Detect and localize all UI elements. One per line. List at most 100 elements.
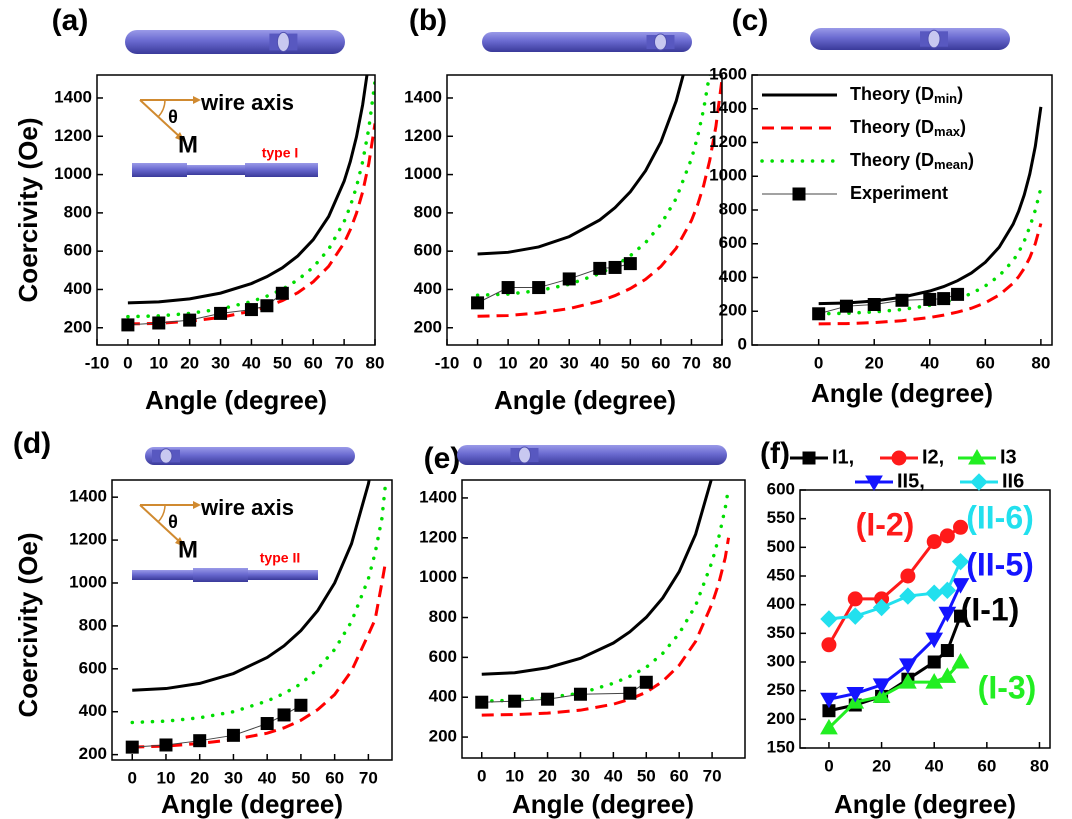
legend-label: I1, <box>832 446 854 468</box>
marker <box>867 298 881 311</box>
angle-arc <box>157 504 166 523</box>
arrow-head <box>175 537 185 547</box>
series-line <box>477 75 685 256</box>
x-tick-label: 80 <box>1031 353 1050 372</box>
y-axis-label: Coercivity (Oe) <box>13 533 43 718</box>
annotation: M <box>178 131 198 158</box>
y-tick-label: 1000 <box>709 166 747 185</box>
wire-body <box>482 32 692 52</box>
x-tick-label: 20 <box>190 768 209 787</box>
marker <box>970 473 988 491</box>
wire-illustration <box>482 32 692 52</box>
marker <box>501 281 515 295</box>
series-line <box>828 615 962 713</box>
marker <box>152 316 166 330</box>
legend-label: Theory (Dmin) <box>850 84 963 107</box>
marker <box>895 293 909 307</box>
x-axis-label: Angle (degree) <box>811 378 993 408</box>
panel-title: (a) <box>52 4 89 37</box>
panel: (a) Coercivity (Oe) Angle (degree) -10 0 10 20… <box>13 4 385 415</box>
y-tick-label: 1200 <box>404 126 442 145</box>
marker <box>573 687 587 701</box>
panel: (c)Angle (degree)0 20 40 60 8002004006008001… <box>709 4 1053 408</box>
x-tick-label: 80 <box>713 353 732 372</box>
series-line <box>132 480 371 692</box>
marker <box>940 644 954 658</box>
marker <box>939 528 955 544</box>
marker <box>244 303 258 317</box>
marker <box>294 698 308 712</box>
series-line <box>132 563 387 749</box>
series-line <box>477 263 631 304</box>
x-tick-label: -10 <box>85 353 110 372</box>
series-line <box>818 223 1043 326</box>
x-tick-label: 70 <box>335 353 354 372</box>
y-tick-label: 200 <box>719 301 747 320</box>
plot-frame <box>799 489 1051 749</box>
series-line <box>127 123 375 326</box>
y-tick-label: 800 <box>64 202 92 221</box>
x-tick-label: 60 <box>977 756 996 775</box>
marker <box>608 260 622 274</box>
marker <box>623 686 637 700</box>
y-tick-label: 600 <box>767 479 795 498</box>
marker <box>475 695 489 709</box>
y-tick-label: 1200 <box>69 530 107 549</box>
plot-frame <box>96 74 376 346</box>
series-line <box>818 106 1043 306</box>
marker <box>226 728 240 742</box>
x-tick-label: 50 <box>273 353 292 372</box>
x-tick-label: 20 <box>529 353 548 372</box>
marker <box>938 606 957 623</box>
legend-label: II6 <box>1002 470 1024 492</box>
y-tick-label: 1200 <box>54 126 92 145</box>
plot-area <box>121 75 375 332</box>
marker <box>951 652 970 669</box>
y-tick-label: 1000 <box>54 164 92 183</box>
marker <box>214 306 228 320</box>
y-tick-label: 1400 <box>419 487 457 506</box>
marker <box>820 610 838 628</box>
marker <box>802 451 816 465</box>
y-tick-label: 0 <box>738 334 747 353</box>
wire-notch <box>276 31 290 53</box>
legend-label: I2, <box>922 446 944 468</box>
legend-label: I3 <box>1000 446 1017 468</box>
x-tick-label: 40 <box>920 353 939 372</box>
marker <box>812 307 826 321</box>
y-tick-label: 600 <box>64 241 92 260</box>
series-line <box>481 537 731 717</box>
x-tick-label: 50 <box>637 766 656 785</box>
x-tick-label: 30 <box>224 768 243 787</box>
plot-area <box>125 480 388 754</box>
x-axis-label: Angle (degree) <box>145 385 327 415</box>
y-tick-label: 1000 <box>69 572 107 591</box>
marker <box>193 734 207 748</box>
y-tick-label: 1000 <box>419 567 457 586</box>
marker <box>846 607 864 625</box>
annotation: θ <box>168 107 178 127</box>
x-tick-label: 10 <box>157 768 176 787</box>
y-tick-label: 1400 <box>69 487 107 506</box>
x-tick-label: 40 <box>925 756 944 775</box>
panel: (b) Angle (degree) -10 0 10 20 30 40 50 60 70 80 200… <box>404 4 731 415</box>
annotation: (II-5) <box>966 546 1034 582</box>
legend-label: Theory (Dmax) <box>850 117 966 140</box>
y-tick-label: 1400 <box>404 87 442 106</box>
y-tick-label: 550 <box>767 508 795 527</box>
y-tick-label: 600 <box>719 233 747 252</box>
marker <box>953 519 969 535</box>
marker <box>820 718 838 735</box>
wire-illustration <box>457 445 727 465</box>
marker <box>968 448 986 465</box>
x-tick-label: 0 <box>123 353 132 372</box>
legend-label: II5, <box>897 470 925 492</box>
y-tick-label: 1400 <box>54 87 92 106</box>
marker <box>562 272 576 286</box>
inset-wire-thick <box>132 163 187 177</box>
annotation: M <box>178 536 198 563</box>
series-line <box>127 75 369 305</box>
marker <box>820 692 838 709</box>
y-axis-label: Coercivity (Oe) <box>13 118 43 303</box>
